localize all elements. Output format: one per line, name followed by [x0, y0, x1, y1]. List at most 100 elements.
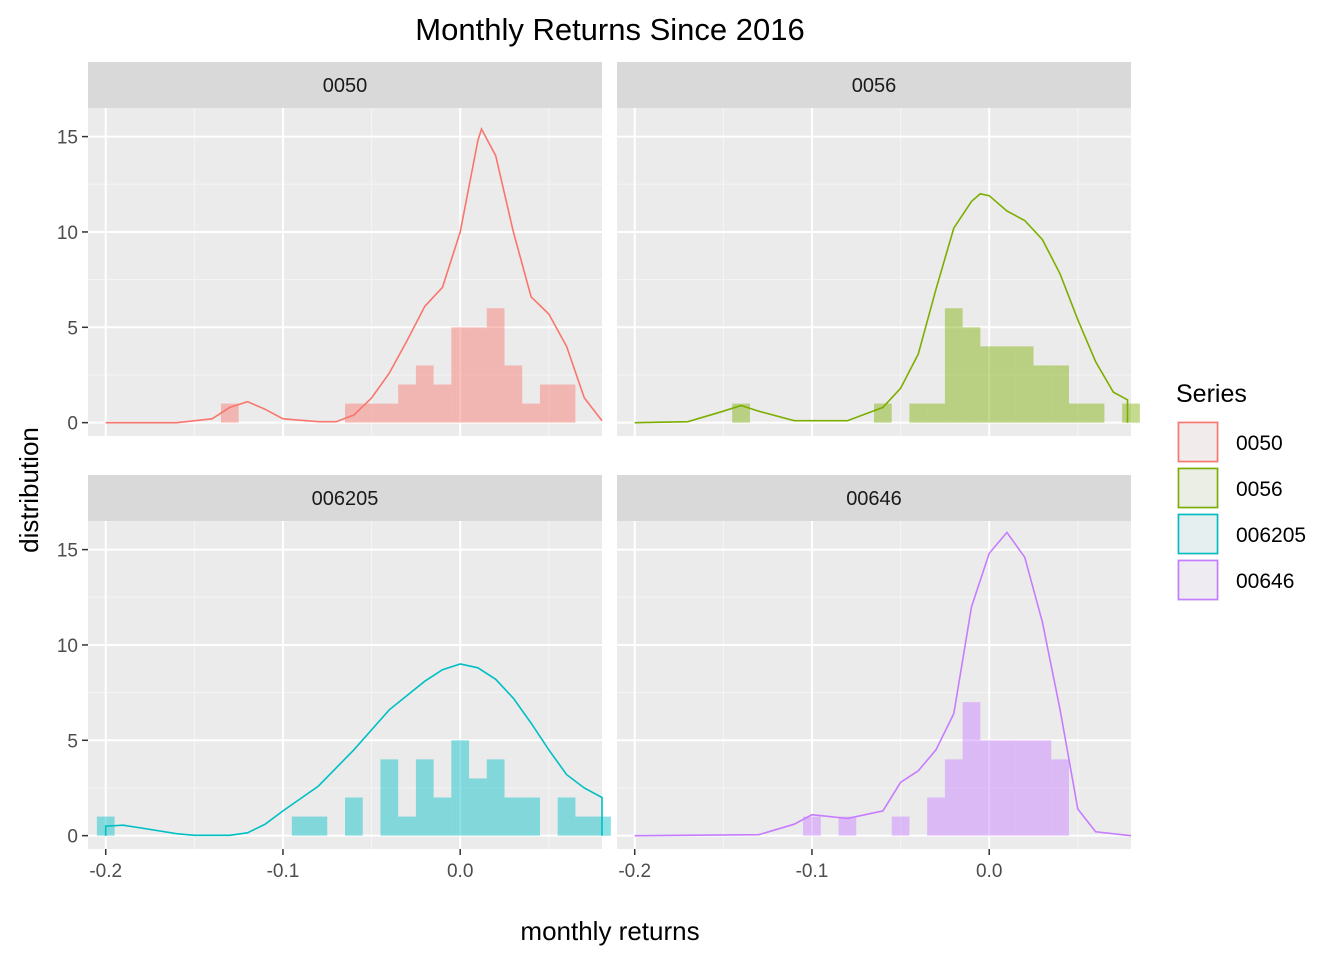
histogram-bar: [539, 384, 558, 423]
histogram-bar: [433, 797, 452, 836]
histogram-bar: [398, 816, 416, 836]
histogram-bar: [451, 740, 470, 836]
chart-title: Monthly Returns Since 2016: [415, 12, 804, 47]
histogram-bar: [1033, 740, 1052, 836]
histogram-bar: [557, 384, 576, 423]
panel-background: [617, 521, 1131, 849]
legend-label-006205: 006205: [1236, 524, 1306, 547]
panel-strip: [617, 475, 1131, 521]
panel-0056: 0056: [617, 62, 1140, 436]
histogram-bar: [980, 346, 999, 423]
histogram-bar: [927, 797, 945, 836]
panel-strip-label: 00646: [846, 488, 902, 510]
histogram-bar: [803, 816, 821, 836]
histogram-bar: [380, 403, 399, 423]
histogram-bar: [557, 797, 576, 836]
density-line: [105, 126, 603, 424]
panel-strip-label: 0056: [852, 75, 897, 97]
panel-strip-label: 0050: [323, 75, 368, 97]
legend-key-background: [1177, 559, 1219, 601]
panel-strip-label: 006205: [312, 488, 379, 510]
histogram-bar: [469, 327, 487, 423]
histogram-bar: [998, 346, 1016, 423]
histogram-bar: [980, 740, 999, 836]
histogram-bar: [1015, 346, 1034, 423]
histogram-bar: [451, 327, 470, 423]
density-line: [104, 663, 603, 837]
panel-0050: 0050 0 5 10 15: [57, 62, 603, 436]
legend-key-background: [1177, 421, 1219, 463]
histogram-bar: [380, 759, 399, 836]
y-tick-label: 5: [67, 731, 78, 752]
panel-background: [617, 108, 1131, 436]
histogram-bar: [220, 403, 239, 423]
legend-key-006205: [1177, 513, 1219, 555]
histogram-bar: [469, 778, 487, 836]
histogram-bar: [1051, 759, 1069, 836]
x-tick-label: -0.2: [618, 861, 651, 882]
histogram-bar: [962, 327, 981, 423]
histogram-bar: [504, 797, 523, 836]
legend-key-background: [1177, 513, 1219, 555]
x-tick-label: -0.1: [796, 861, 829, 882]
density-line: [634, 192, 1129, 424]
panel-00646: 00646 -0.2 -0.1 0.0: [617, 475, 1132, 882]
legend-label-00646: 00646: [1236, 570, 1294, 593]
y-tick-label: 15: [57, 541, 78, 562]
histogram-bar: [962, 702, 981, 836]
histogram-bar: [891, 816, 910, 836]
density-line: [634, 531, 1132, 837]
histogram-bar: [504, 365, 523, 423]
x-tick-label: 0.0: [976, 861, 1002, 882]
histogram-bar: [1068, 403, 1087, 423]
panel-strip: [88, 62, 602, 108]
histogram-bar: [309, 816, 328, 836]
legend-label-0056: 0056: [1236, 478, 1283, 501]
histogram-bar: [345, 403, 363, 423]
histogram-bar: [522, 797, 540, 836]
panel-strip: [88, 475, 602, 521]
histogram-bar: [433, 384, 452, 423]
legend-title: Series: [1176, 380, 1247, 408]
histogram-bar: [1015, 740, 1034, 836]
histogram-bar: [909, 403, 928, 423]
panel-background: [88, 108, 602, 436]
histogram-bar: [1086, 403, 1105, 423]
histogram-bar: [345, 797, 363, 836]
histogram-bar: [398, 384, 416, 423]
legend-key-00646: [1177, 559, 1219, 601]
histogram-bar: [575, 816, 594, 836]
legend-key-0056: [1177, 467, 1219, 509]
histogram-bar: [998, 740, 1016, 836]
y-tick-label: 10: [57, 636, 78, 657]
histogram-bar: [486, 308, 505, 423]
histogram-bar: [732, 403, 750, 423]
y-tick-label: 15: [57, 128, 78, 149]
x-tick-label: -0.1: [267, 861, 300, 882]
histogram-bar: [362, 403, 381, 423]
histogram-bar: [415, 365, 434, 423]
histogram-bar: [1033, 365, 1052, 423]
histogram-bar: [838, 816, 857, 836]
histogram-bar: [944, 308, 963, 423]
x-tick-label: -0.2: [89, 861, 122, 882]
y-tick-label: 5: [67, 318, 78, 339]
histogram-bar: [1051, 365, 1069, 423]
x-axis-title: monthly returns: [520, 916, 699, 946]
y-tick-label: 10: [57, 223, 78, 244]
histogram-bar: [944, 759, 963, 836]
y-tick-label: 0: [67, 827, 78, 848]
panel-006205: 006205 0 5 10 15 -0.2 -0.1 0.0: [57, 475, 611, 882]
legend-key-background: [1177, 467, 1219, 509]
y-axis-title: distribution: [14, 427, 44, 553]
histogram-bar: [1122, 403, 1140, 423]
histogram-bar: [415, 759, 434, 836]
legend: Series 0050 0056 006205 00646: [1176, 380, 1306, 601]
histogram-bar: [486, 759, 505, 836]
histogram-bar: [522, 403, 540, 423]
y-tick-label: 0: [67, 414, 78, 435]
x-tick-label: 0.0: [447, 861, 473, 882]
legend-label-0050: 0050: [1236, 432, 1283, 455]
histogram-bar: [927, 403, 945, 423]
